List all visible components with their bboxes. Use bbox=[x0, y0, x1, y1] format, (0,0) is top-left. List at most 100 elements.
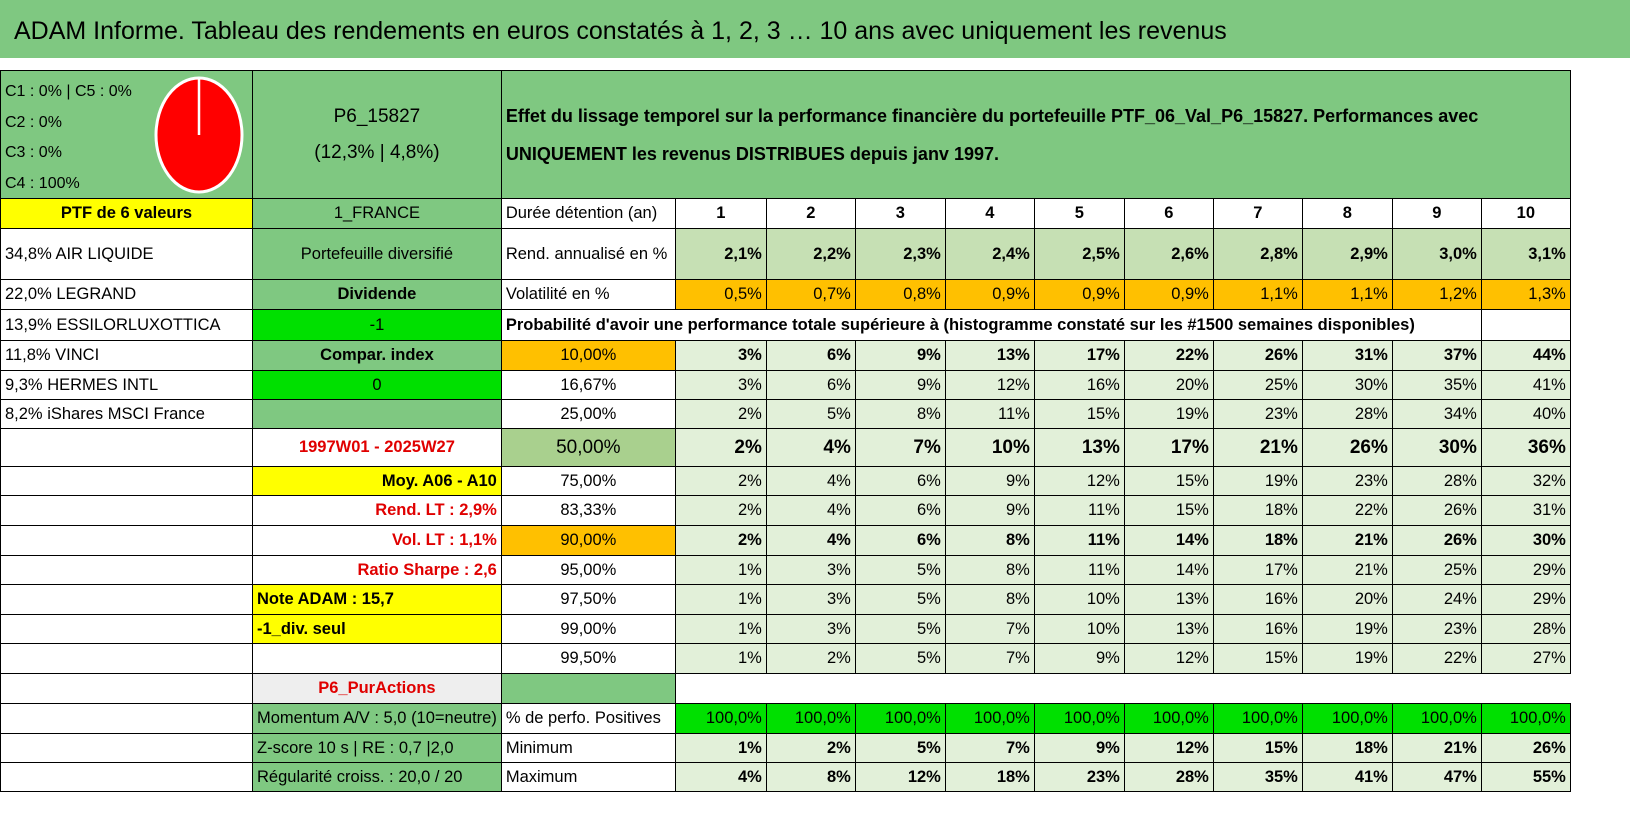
table-row: 13,9% ESSILORLUXOTTICA -1 Probabilité d'av… bbox=[0, 309, 1571, 341]
probability-value: 19% bbox=[1123, 399, 1214, 429]
table-row: 11,8% VINCI Compar. index 10,00% 3% 6% 9% 13% 1… bbox=[0, 340, 1571, 371]
probability-value: 11% bbox=[944, 399, 1035, 429]
max-value: 47% bbox=[1391, 762, 1482, 792]
probability-value: 25% bbox=[1212, 370, 1303, 400]
probability-value: 22% bbox=[1391, 643, 1482, 674]
probability-value: 15% bbox=[1123, 466, 1214, 496]
max-value: 12% bbox=[854, 762, 946, 792]
probability-value: 6% bbox=[854, 466, 946, 496]
probability-value: 8% bbox=[944, 555, 1035, 585]
empty-cell bbox=[252, 399, 502, 429]
probability-value: 10% bbox=[1033, 614, 1125, 644]
probability-value: 1% bbox=[674, 584, 767, 615]
table-row: Vol. LT : 1,1% 90,00% 2% 4% 6% 8% 11% 14% 18% 21%… bbox=[0, 525, 1571, 556]
positive-value: 100,0% bbox=[1033, 703, 1125, 734]
empty-cell bbox=[0, 584, 253, 615]
dividend-value: -1 bbox=[252, 309, 502, 341]
holding: 34,8% AIR LIQUIDE bbox=[0, 228, 253, 280]
empty-cell bbox=[252, 643, 502, 674]
probability-value: 23% bbox=[1212, 399, 1303, 429]
portfolio-type: Portefeuille diversifié bbox=[252, 228, 502, 280]
probability-value: 11% bbox=[1033, 555, 1125, 585]
min-value: 26% bbox=[1480, 733, 1571, 763]
empty-cell bbox=[675, 673, 1571, 704]
positive-value: 100,0% bbox=[1480, 703, 1571, 734]
table-row: PTF de 6 valeurs 1_FRANCE Durée détention … bbox=[0, 198, 1571, 229]
probability-value: 3% bbox=[765, 614, 856, 644]
class-allocation-cell: C1 : 0% | C5 : 0% C2 : 0% C3 : 0% C4 : 1… bbox=[0, 70, 253, 199]
min-label: Minimum bbox=[500, 733, 676, 763]
probability-value: 8% bbox=[944, 525, 1035, 556]
holding: 13,9% ESSILORLUXOTTICA bbox=[0, 309, 253, 341]
probability-value: 37% bbox=[1391, 340, 1482, 371]
rend-value: 3,1% bbox=[1480, 228, 1571, 280]
probability-value: 8% bbox=[854, 399, 946, 429]
probability-value: 26% bbox=[1301, 428, 1393, 467]
portfolio-code: P6_15827 bbox=[333, 105, 421, 127]
min-value: 7% bbox=[944, 733, 1035, 763]
probability-value: 4% bbox=[765, 495, 856, 526]
rend-value: 2,9% bbox=[1301, 228, 1393, 280]
year-header: 9 bbox=[1391, 198, 1482, 229]
vol-value: 1,1% bbox=[1301, 279, 1393, 310]
threshold: 75,00% bbox=[500, 466, 676, 496]
empty-cell bbox=[500, 673, 676, 704]
min-value: 18% bbox=[1301, 733, 1393, 763]
duration-label: Durée détention (an) bbox=[500, 198, 676, 229]
year-header: 3 bbox=[854, 198, 946, 229]
rend-label: Rend. annualisé en % bbox=[500, 228, 676, 280]
momentum: Momentum A/V : 5,0 (10=neutre) bbox=[252, 703, 502, 734]
empty-cell bbox=[0, 762, 253, 792]
probability-value: 2% bbox=[674, 525, 767, 556]
probability-value: 16% bbox=[1033, 370, 1125, 400]
empty-cell bbox=[0, 428, 253, 467]
rend-value: 2,2% bbox=[765, 228, 856, 280]
year-header: 8 bbox=[1301, 198, 1393, 229]
vol-value: 0,8% bbox=[854, 279, 946, 310]
vol-value: 0,9% bbox=[1033, 279, 1125, 310]
probability-value: 13% bbox=[1123, 614, 1214, 644]
holding: 9,3% HERMES INTL bbox=[0, 370, 253, 400]
probability-value: 5% bbox=[854, 643, 946, 674]
probability-value: 40% bbox=[1480, 399, 1571, 429]
table-row: 34,8% AIR LIQUIDE Portefeuille diversifié… bbox=[0, 228, 1571, 280]
probability-value: 6% bbox=[854, 495, 946, 526]
positive-value: 100,0% bbox=[1123, 703, 1214, 734]
probability-value: 28% bbox=[1301, 399, 1393, 429]
max-value: 35% bbox=[1212, 762, 1303, 792]
probability-value: 26% bbox=[1391, 525, 1482, 556]
holding: 11,8% VINCI bbox=[0, 340, 253, 371]
probability-value: 15% bbox=[1123, 495, 1214, 526]
probability-value: 7% bbox=[944, 643, 1035, 674]
max-value: 41% bbox=[1301, 762, 1393, 792]
positive-value: 100,0% bbox=[1212, 703, 1303, 734]
probability-value: 1% bbox=[674, 614, 767, 644]
probability-value: 13% bbox=[944, 340, 1035, 371]
description: Effet du lissage temporel sur la perform… bbox=[500, 70, 1571, 199]
probability-value: 27% bbox=[1480, 643, 1571, 674]
probability-value: 41% bbox=[1480, 370, 1571, 400]
threshold: 90,00% bbox=[500, 525, 676, 556]
probability-value: 26% bbox=[1391, 495, 1482, 526]
probability-value: 7% bbox=[854, 428, 946, 467]
probability-value: 3% bbox=[765, 584, 856, 615]
probability-value: 9% bbox=[854, 370, 946, 400]
positive-value: 100,0% bbox=[674, 703, 767, 734]
probability-value: 21% bbox=[1301, 555, 1393, 585]
probability-value: 2% bbox=[674, 428, 767, 467]
probability-value: 24% bbox=[1391, 584, 1482, 615]
probability-value: 30% bbox=[1480, 525, 1571, 556]
probability-value: 44% bbox=[1480, 340, 1571, 371]
probability-value: 5% bbox=[765, 399, 856, 429]
zscore: Z-score 10 s | RE : 0,7 |2,0 bbox=[252, 733, 502, 763]
ptf-count: PTF de 6 valeurs bbox=[0, 198, 253, 229]
probability-value: 7% bbox=[944, 614, 1035, 644]
probability-value: 19% bbox=[1212, 466, 1303, 496]
probability-value: 19% bbox=[1301, 643, 1393, 674]
class-item: C1 : 0% | C5 : 0% bbox=[5, 83, 132, 100]
probability-value: 11% bbox=[1033, 495, 1125, 526]
empty-cell bbox=[0, 643, 253, 674]
threshold: 99,50% bbox=[500, 643, 676, 674]
compar-value: 0 bbox=[252, 370, 502, 400]
empty-cell bbox=[0, 703, 253, 734]
